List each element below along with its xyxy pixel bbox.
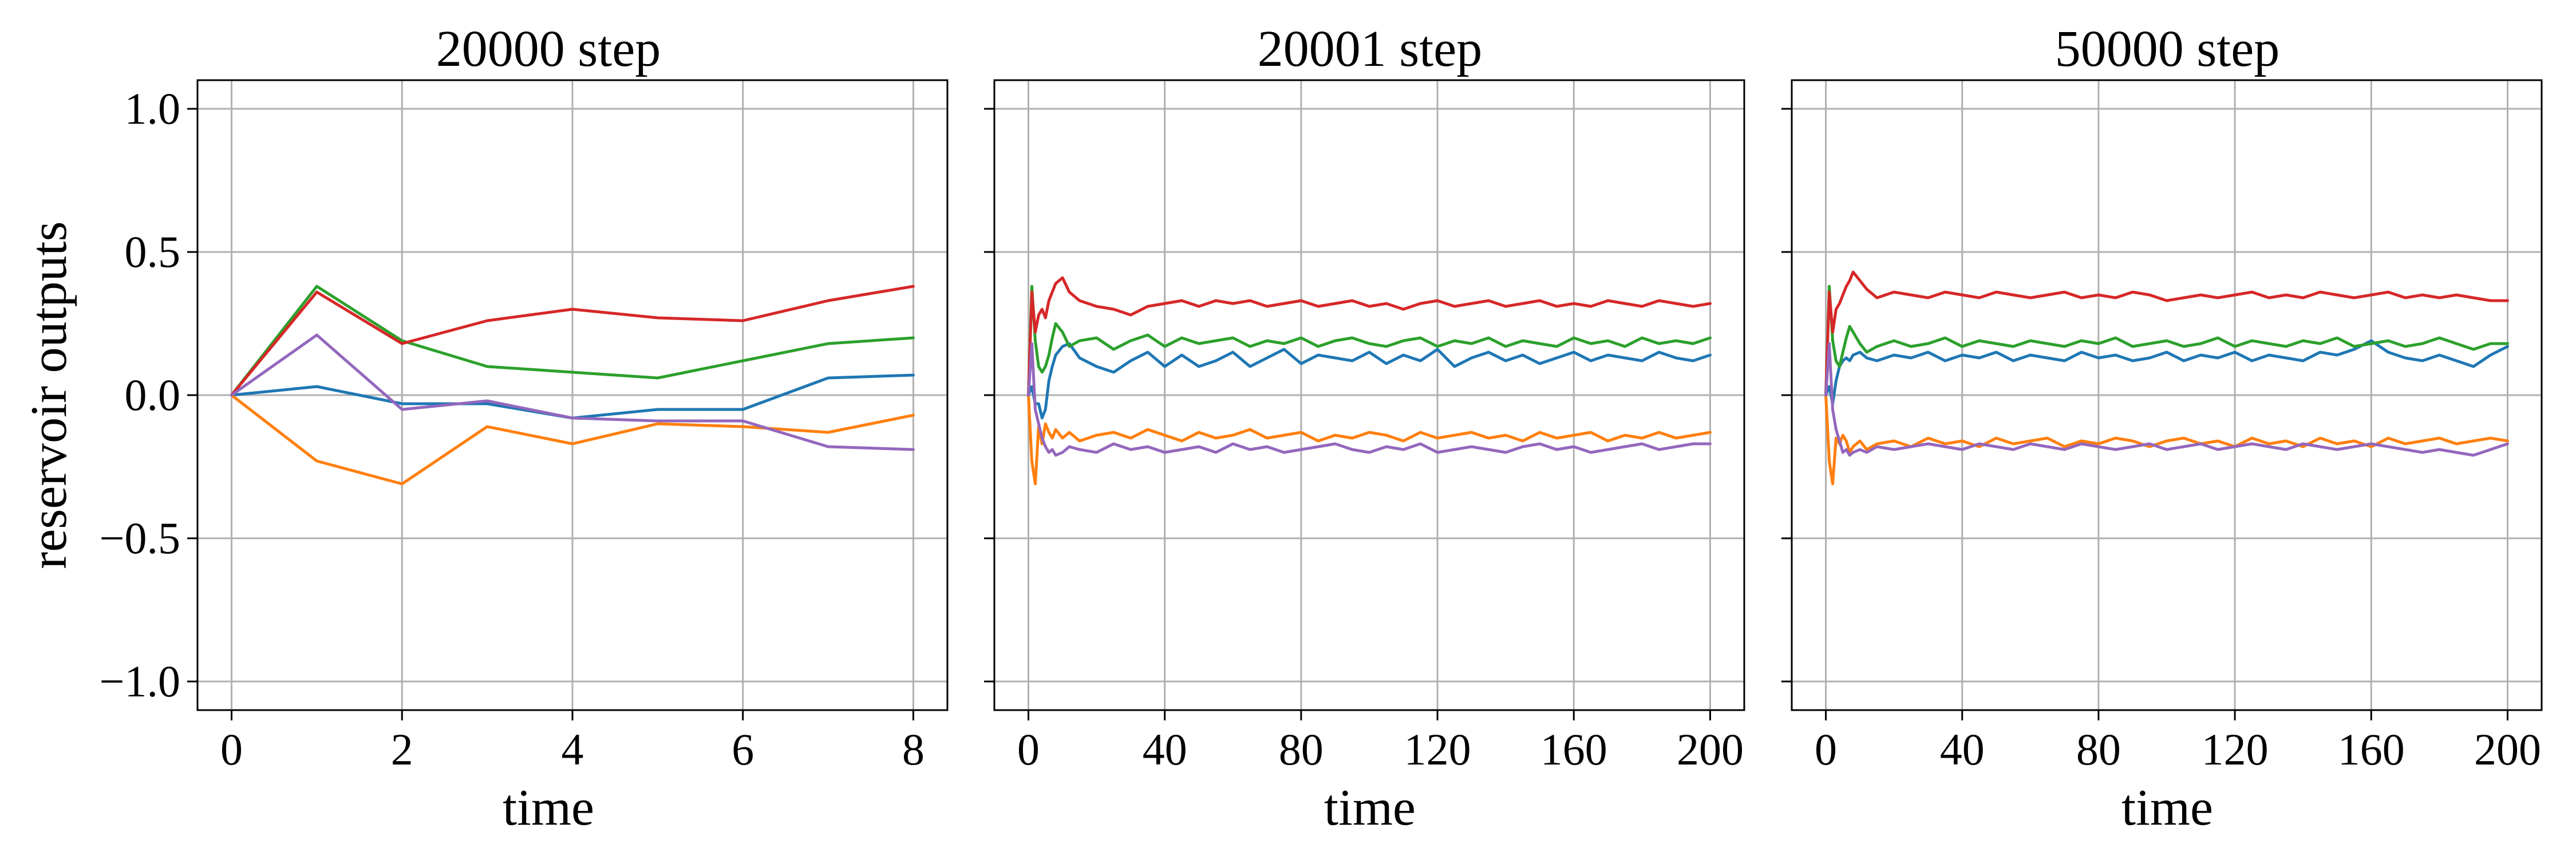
panel-50000-step: 50000 step time 0 40 80 120 160 200 [1781, 21, 2543, 836]
line-series-4 [1824, 270, 2509, 397]
x-tick-label: 160 [2338, 724, 2405, 774]
grid-lines [197, 80, 947, 710]
x-tick-label: 4 [562, 724, 584, 774]
panel-title: 20001 step [1258, 21, 1482, 77]
y-axis-label: reservoir outputs [21, 221, 77, 569]
x-tick-label: 40 [1143, 724, 1187, 774]
x-tick-label: 0 [1815, 724, 1837, 774]
x-axis-label: time [503, 779, 594, 836]
ticks: 0 40 80 120 160 200 [1781, 108, 2541, 774]
line-series-5 [1027, 342, 1712, 457]
line-series-3 [230, 285, 915, 397]
line-series-4 [230, 285, 915, 397]
panel-20000-step: 20000 step time reservoir outputs 0 2 4 6 8 −… [21, 21, 949, 836]
x-tick-label: 160 [1540, 724, 1607, 774]
panel-title: 50000 step [2055, 21, 2279, 77]
x-tick-label: 200 [1677, 724, 1744, 774]
y-tick-label: 0.0 [125, 370, 181, 420]
panel-title: 20000 step [436, 21, 661, 77]
x-tick-label: 2 [391, 724, 413, 774]
x-axis-label: time [1324, 779, 1416, 836]
y-tick-label: 1.0 [125, 84, 181, 133]
line-series-3 [1027, 285, 1712, 397]
grid-lines [1792, 80, 2542, 710]
series-group [1824, 270, 2509, 486]
line-series-5 [1824, 342, 2509, 457]
y-tick-label: 0.5 [125, 227, 181, 277]
y-tick-label: −0.5 [100, 513, 181, 563]
y-tick-label: −1.0 [100, 656, 181, 706]
series-group [230, 285, 915, 486]
line-series-2 [230, 393, 915, 486]
x-tick-label: 6 [732, 724, 754, 774]
grid-lines [994, 80, 1744, 710]
x-tick-label: 120 [1404, 724, 1471, 774]
line-series-4 [1027, 276, 1712, 397]
line-series-2 [1027, 393, 1712, 486]
panel-20001-step: 20001 step time 0 40 80 120 160 200 [984, 21, 1745, 836]
line-series-3 [1824, 285, 2509, 397]
line-series-1 [1824, 339, 2509, 405]
x-tick-label: 80 [1279, 724, 1323, 774]
line-series-5 [230, 333, 915, 451]
x-tick-label: 120 [2202, 724, 2269, 774]
x-tick-label: 200 [2474, 724, 2541, 774]
ticks: 0 40 80 120 160 200 [984, 108, 1744, 774]
ticks: 0 2 4 6 8 −1.0 −0.5 0.0 0.5 1.0 [100, 84, 924, 774]
x-tick-label: 0 [220, 724, 243, 774]
x-axis-label: time [2121, 779, 2213, 836]
line-series-1 [1027, 342, 1712, 420]
line-series-2 [1824, 393, 2509, 486]
x-tick-label: 0 [1017, 724, 1040, 774]
series-group [1027, 276, 1712, 486]
x-tick-label: 80 [2076, 724, 2121, 774]
x-tick-label: 8 [902, 724, 924, 774]
x-tick-label: 40 [1940, 724, 1985, 774]
